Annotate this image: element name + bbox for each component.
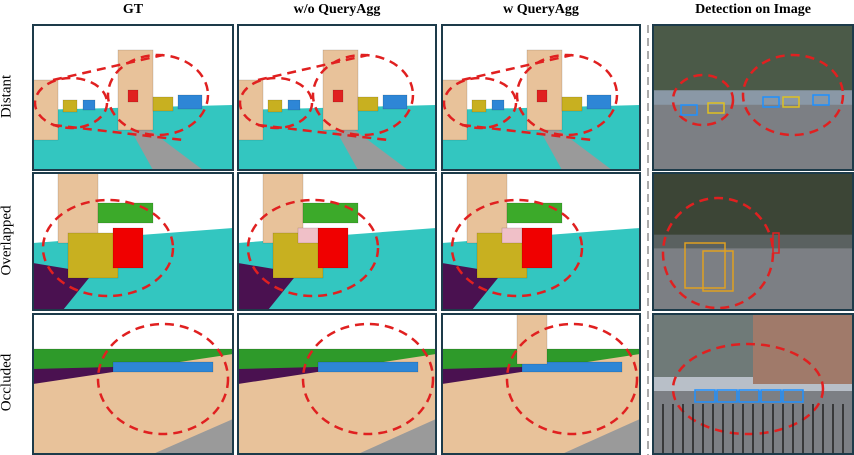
voxel-block	[303, 203, 358, 223]
voxel-block	[58, 173, 98, 243]
column-header: Detection on Image	[653, 2, 853, 18]
voxel-block	[383, 95, 407, 109]
voxel-block	[33, 80, 58, 140]
voxel-block	[492, 100, 504, 110]
voxel-block	[113, 362, 213, 372]
panel-content	[653, 25, 853, 170]
panel	[238, 173, 436, 310]
panel	[442, 173, 640, 310]
panel	[442, 314, 640, 454]
voxel-block	[472, 100, 486, 112]
column-header: w QueryAgg	[442, 2, 640, 18]
photo-trees	[653, 173, 853, 235]
voxel-block	[318, 228, 348, 268]
voxel-block	[113, 228, 143, 268]
voxel-block	[467, 173, 507, 243]
panel-content	[33, 173, 233, 310]
panel	[238, 25, 436, 170]
voxel-block	[83, 100, 95, 110]
voxel-block	[442, 80, 467, 140]
panel-content	[653, 314, 853, 454]
voxel-block	[263, 173, 303, 243]
voxel-block	[178, 95, 202, 109]
voxel-block	[68, 233, 118, 278]
voxel-block	[502, 228, 522, 243]
voxel-block	[358, 97, 378, 111]
column-header: GT	[33, 2, 233, 18]
panel-content	[238, 314, 436, 454]
panel	[33, 25, 233, 170]
panel	[33, 173, 233, 310]
photo-building	[753, 314, 853, 384]
voxel-block	[537, 90, 547, 102]
voxel-block	[238, 80, 263, 140]
voxel-block	[288, 100, 300, 110]
column-header: w/o QueryAgg	[238, 2, 436, 18]
voxel-block	[268, 100, 282, 112]
photo-road	[653, 248, 853, 310]
panel	[653, 314, 853, 454]
panel-content	[653, 173, 853, 310]
panel	[442, 25, 640, 170]
voxel-block	[522, 228, 552, 268]
row-header: Distant	[0, 52, 16, 142]
voxel-block	[128, 90, 138, 102]
voxel-block	[517, 314, 547, 364]
panel-content	[33, 314, 233, 454]
panel-content	[442, 25, 640, 170]
voxel-block	[507, 203, 562, 223]
voxel-block	[153, 97, 173, 111]
voxel-block	[587, 95, 611, 109]
voxel-block	[298, 228, 318, 243]
panel-content	[442, 314, 640, 454]
figure: GT w/o QueryAgg w QueryAgg Detection on …	[0, 0, 854, 455]
panels	[0, 0, 854, 455]
panel-content	[33, 25, 233, 170]
panel	[653, 173, 853, 310]
voxel-block	[98, 203, 153, 223]
voxel-block	[562, 97, 582, 111]
panel-content	[238, 173, 436, 310]
row-header: Occluded	[0, 338, 16, 428]
voxel-block	[333, 90, 343, 102]
panel-content	[238, 25, 436, 170]
panel-content	[442, 173, 640, 310]
voxel-block	[318, 362, 418, 372]
voxel-block	[63, 100, 77, 112]
panel	[33, 314, 233, 454]
panel	[653, 25, 853, 170]
panel	[238, 314, 436, 454]
row-header: Overlapped	[0, 196, 16, 286]
